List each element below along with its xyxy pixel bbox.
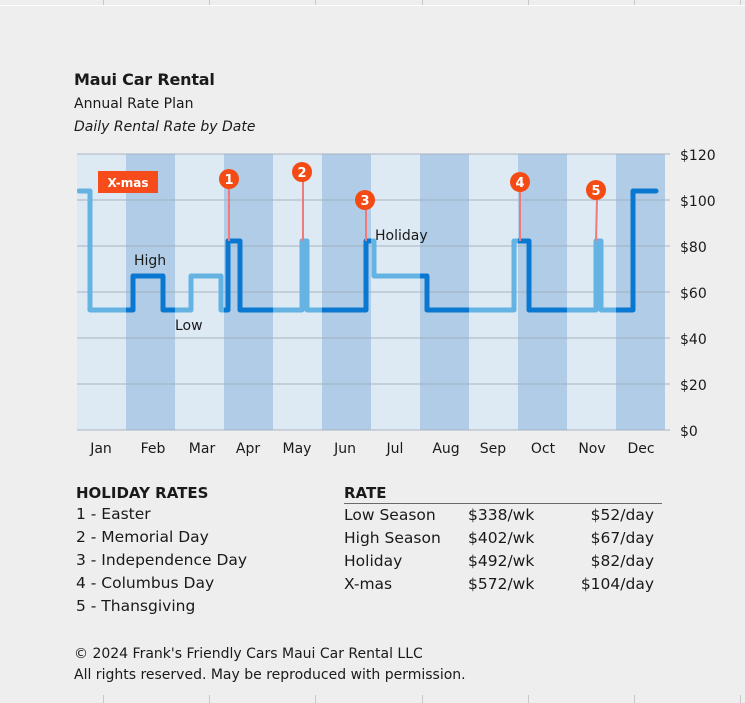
rate-daily: $104/day [580, 575, 654, 593]
rate-row: X-mas $572/wk $104/day [344, 573, 662, 596]
marker-circle-icon [510, 172, 530, 192]
svg-text:Jul: Jul [386, 441, 404, 457]
holiday-marker-1: 1 [219, 169, 239, 189]
rate-weekly: $492/wk [468, 552, 535, 570]
svg-text:Jun: Jun [333, 441, 356, 457]
holiday-marker-4: 4 [510, 172, 530, 192]
rate-season: Low Season [344, 506, 436, 524]
marker-circle-icon [292, 162, 312, 182]
rate-weekly: $402/wk [468, 529, 535, 547]
rate-row: Holiday $492/wk $82/day [344, 550, 662, 573]
chart-caption: Daily Rental Rate by Date [74, 119, 256, 135]
svg-text:Oct: Oct [531, 441, 556, 457]
svg-text:$20: $20 [680, 378, 707, 394]
svg-text:$40: $40 [680, 332, 707, 348]
holiday-leader-lines [228, 181, 598, 242]
holiday-marker-2: 2 [292, 162, 312, 182]
svg-text:X-mas: X-mas [108, 176, 149, 190]
svg-text:$120: $120 [680, 148, 716, 164]
svg-text:3: 3 [360, 194, 369, 209]
svg-text:$100: $100 [680, 194, 716, 210]
svg-text:2: 2 [297, 166, 306, 181]
sheet-column-dividers-top [0, 0, 745, 6]
svg-text:Sep: Sep [480, 441, 507, 457]
svg-text:5: 5 [591, 184, 600, 199]
holiday-rates-list: HOLIDAY RATES 1 - Easter 2 - Memorial Da… [76, 484, 247, 618]
sheet-column-dividers-bottom [0, 695, 745, 703]
svg-text:$0: $0 [680, 424, 698, 440]
rate-daily: $67/day [590, 529, 654, 547]
rate-weekly: $338/wk [468, 506, 535, 524]
rate-season: X-mas [344, 575, 393, 593]
x-axis-labels: Jan Feb Mar Apr May Jun Jul Aug Sep Oct … [89, 441, 654, 457]
holiday-marker-5: 5 [586, 180, 606, 200]
rate-daily: $82/day [590, 552, 654, 570]
svg-text:$60: $60 [680, 286, 707, 302]
svg-text:1: 1 [224, 173, 233, 188]
marker-circle-icon [219, 169, 239, 189]
rate-weekly: $572/wk [468, 575, 535, 593]
holiday-rates-heading: HOLIDAY RATES [76, 484, 209, 502]
rate-row: Low Season $338/wk $52/day [344, 504, 662, 527]
svg-text:Feb: Feb [141, 441, 166, 457]
holiday-item: 1 - Easter [76, 505, 151, 523]
rate-season: High Season [344, 529, 441, 547]
holiday-item: 5 - Thansgiving [76, 597, 196, 615]
holiday-item: 3 - Independence Day [76, 551, 248, 569]
svg-text:May: May [283, 441, 312, 457]
rights-line: All rights reserved. May be reproduced w… [74, 667, 466, 683]
annotation-low: Low [175, 318, 203, 334]
svg-text:Apr: Apr [236, 441, 260, 457]
rate-chart: 1 2 3 4 5 X-mas High Low Holiday $120 $1… [77, 148, 716, 457]
xmas-badge: X-mas [98, 171, 158, 193]
svg-text:$80: $80 [680, 240, 707, 256]
holiday-item: 4 - Columbus Day [76, 574, 215, 592]
rate-table: RATE Low Season $338/wk $52/day High Sea… [344, 484, 662, 596]
annotation-holiday: Holiday [375, 228, 428, 244]
holiday-item: 2 - Memorial Day [76, 528, 209, 546]
y-axis-labels: $120 $100 $80 $60 $40 $20 $0 [680, 148, 716, 440]
svg-text:Nov: Nov [578, 441, 605, 457]
holiday-marker-3: 3 [355, 190, 375, 210]
svg-text:Dec: Dec [627, 441, 654, 457]
rate-table-heading: RATE [344, 484, 662, 504]
svg-text:Jan: Jan [89, 441, 112, 457]
chart-subtitle: Annual Rate Plan [74, 96, 194, 112]
copyright-line: © 2024 Frank's Friendly Cars Maui Car Re… [74, 646, 423, 662]
rate-daily: $52/day [590, 506, 654, 524]
marker-circle-icon [355, 190, 375, 210]
svg-text:Aug: Aug [432, 441, 459, 457]
annotation-high: High [134, 253, 166, 269]
marker-circle-icon [586, 180, 606, 200]
svg-text:Mar: Mar [189, 441, 216, 457]
svg-text:4: 4 [515, 176, 524, 191]
rate-step-line [77, 188, 659, 313]
chart-title: Maui Car Rental [74, 70, 215, 89]
rate-season: Holiday [344, 552, 403, 570]
copyright-footer: © 2024 Frank's Friendly Cars Maui Car Re… [74, 644, 466, 686]
rate-row: High Season $402/wk $67/day [344, 527, 662, 550]
